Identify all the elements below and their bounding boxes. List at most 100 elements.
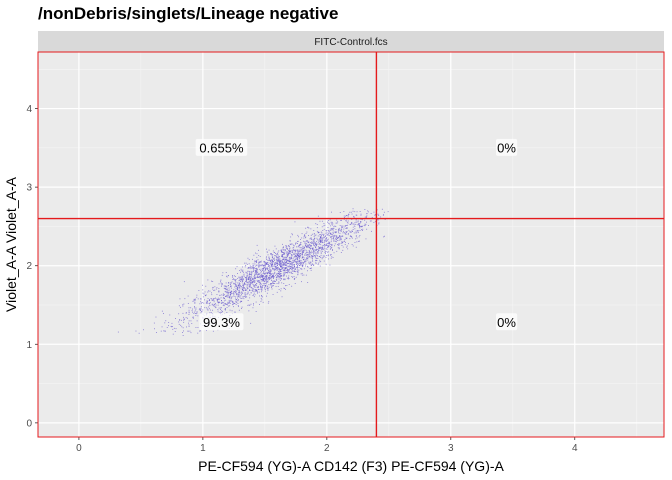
event-point <box>323 246 325 248</box>
event-point <box>258 255 260 256</box>
event-point <box>354 211 356 213</box>
event-point <box>297 270 299 272</box>
event-point <box>274 245 276 247</box>
event-point <box>228 285 229 287</box>
event-point <box>267 268 268 270</box>
event-point <box>241 308 242 309</box>
event-point <box>302 254 303 255</box>
event-point <box>284 288 285 289</box>
event-point <box>286 248 288 250</box>
event-point <box>187 303 189 304</box>
event-point <box>253 264 255 266</box>
event-point <box>250 322 252 324</box>
event-point <box>358 240 359 242</box>
event-point <box>321 237 323 239</box>
event-point <box>229 300 231 302</box>
event-point <box>311 241 313 243</box>
event-point <box>286 260 288 261</box>
event-point <box>226 293 228 295</box>
event-point <box>260 285 261 287</box>
event-point <box>332 250 333 251</box>
event-point <box>310 264 312 266</box>
event-point <box>322 247 323 249</box>
event-point <box>271 285 272 287</box>
event-point <box>301 254 303 256</box>
event-point <box>244 283 246 285</box>
event-point <box>229 294 231 296</box>
event-point <box>364 225 366 227</box>
event-point <box>331 236 333 237</box>
event-point <box>260 282 261 284</box>
event-point <box>321 257 323 259</box>
event-point <box>268 277 270 279</box>
event-point <box>287 247 288 249</box>
event-point <box>259 283 261 285</box>
event-point <box>194 310 196 312</box>
event-point <box>322 237 324 239</box>
event-point <box>351 236 353 238</box>
event-point <box>200 298 202 300</box>
event-point <box>310 252 312 254</box>
event-point <box>266 282 267 284</box>
event-point <box>333 238 335 240</box>
event-point <box>298 251 300 253</box>
event-point <box>305 227 307 229</box>
event-point <box>229 302 231 304</box>
event-point <box>264 283 265 285</box>
event-point <box>258 286 259 288</box>
event-point <box>307 245 309 247</box>
event-point <box>327 234 329 236</box>
event-point <box>343 230 344 232</box>
event-point <box>280 276 281 277</box>
event-point <box>297 272 299 273</box>
event-point <box>271 276 273 278</box>
y-tick-label: 4 <box>26 104 32 115</box>
event-point <box>302 250 304 252</box>
event-point <box>276 276 278 277</box>
event-point <box>315 255 316 257</box>
event-point <box>228 295 230 297</box>
event-point <box>183 321 185 323</box>
event-point <box>238 292 240 294</box>
event-point <box>227 296 229 298</box>
event-point <box>303 237 305 239</box>
event-point <box>377 219 379 221</box>
event-point <box>295 242 297 244</box>
event-point <box>332 227 334 229</box>
event-point <box>263 268 264 270</box>
event-point <box>251 281 253 283</box>
event-point <box>255 278 256 279</box>
event-point <box>250 286 252 288</box>
event-point <box>262 279 263 280</box>
event-point <box>202 284 203 286</box>
event-point <box>218 283 220 285</box>
event-point <box>264 270 266 272</box>
event-point <box>227 288 229 290</box>
event-point <box>277 263 279 265</box>
event-point <box>298 250 300 252</box>
event-point <box>254 294 256 296</box>
event-point <box>235 300 237 302</box>
event-point <box>256 272 258 274</box>
quadrant-percentage-label: 0% <box>497 315 516 330</box>
event-point <box>218 288 220 289</box>
event-point <box>283 278 285 280</box>
event-point <box>266 275 268 277</box>
event-point <box>249 267 250 269</box>
event-point <box>327 246 329 247</box>
event-point <box>305 233 307 234</box>
event-point <box>278 250 280 252</box>
event-point <box>244 282 245 284</box>
event-point <box>271 261 273 263</box>
event-point <box>261 276 263 278</box>
event-point <box>335 237 336 239</box>
event-point <box>187 330 189 332</box>
event-point <box>238 309 240 311</box>
event-point <box>276 266 277 268</box>
event-point <box>238 292 240 293</box>
event-point <box>329 223 331 225</box>
quadrant-percentage-label: 0.655% <box>199 140 244 155</box>
event-point <box>258 268 260 270</box>
event-point <box>311 239 313 240</box>
event-point <box>207 279 209 281</box>
